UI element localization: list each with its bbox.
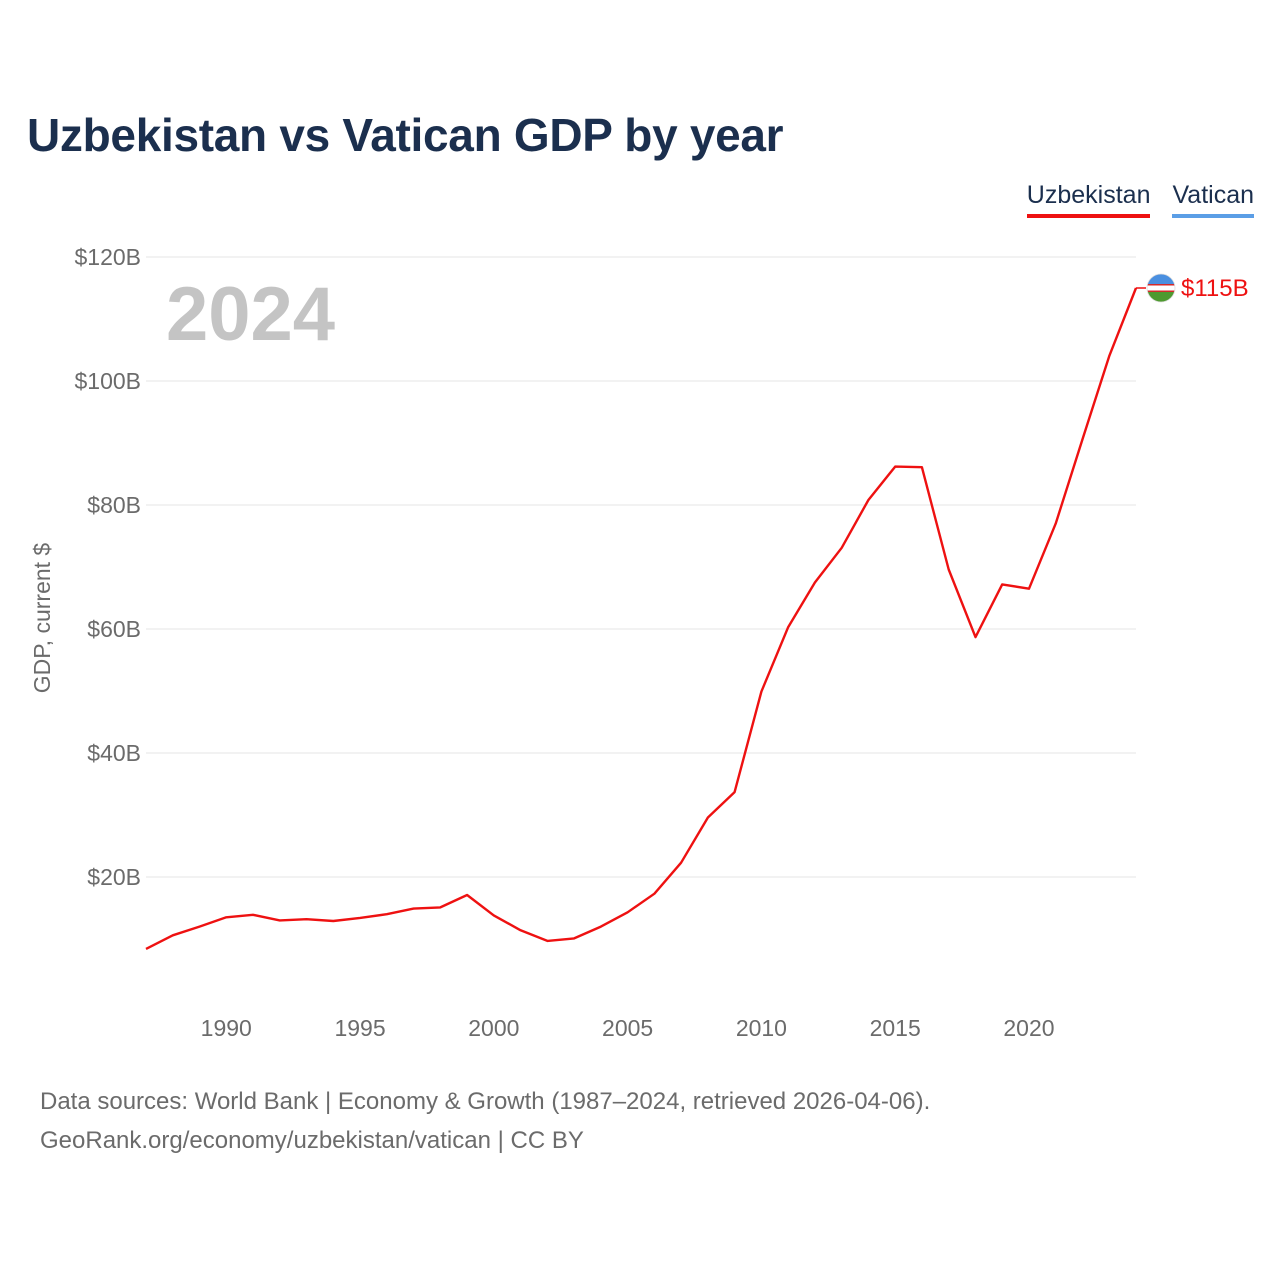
x-tick-label: 2015: [870, 1015, 921, 1041]
data-source-text: Data sources: World Bank | Economy & Gro…: [40, 1088, 931, 1115]
x-axis: 1990 1995 2000 2005 2010 2015 2020: [201, 1015, 1055, 1041]
footer: Data sources: World Bank | Economy & Gro…: [40, 1082, 930, 1160]
x-tick-label: 2010: [736, 1015, 787, 1041]
y-axis-title: GDP, current $: [29, 543, 55, 694]
x-tick-label: 2020: [1003, 1015, 1054, 1041]
x-tick-label: 1990: [201, 1015, 252, 1041]
x-tick-label: 2005: [602, 1015, 653, 1041]
y-tick-label: $120B: [74, 244, 141, 270]
series: [145, 287, 1138, 950]
y-tick-label: $100B: [74, 368, 141, 394]
source-link[interactable]: GeoRank.org/economy/uzbekistan/vatican |…: [40, 1127, 584, 1154]
x-tick-label: 2000: [468, 1015, 519, 1041]
x-tick-label: 1995: [334, 1015, 385, 1041]
end-markers: $115B: [1136, 273, 1249, 303]
uzbekistan-flag-icon: [1146, 273, 1176, 303]
y-tick-label: $40B: [87, 740, 141, 766]
y-tick-label: $20B: [87, 864, 141, 890]
legend-item-uzbekistan[interactable]: Uzbekistan: [1026, 180, 1151, 218]
y-tick-label: $60B: [87, 616, 141, 642]
line-chart: 2024 $20B $40B $60B $80B $100B $120B 1990 1995…: [29, 244, 1249, 1041]
legend: Uzbekistan Vatican: [1026, 180, 1254, 218]
y-tick-label: $80B: [87, 492, 141, 518]
chart-title: Uzbekistan vs Vatican GDP by year: [27, 109, 784, 161]
year-overlay: 2024: [166, 272, 335, 357]
end-value-label: $115B: [1181, 275, 1249, 302]
legend-item-vatican[interactable]: Vatican: [1172, 180, 1254, 218]
series-line-uzbekistan[interactable]: [145, 287, 1138, 950]
y-axis: $20B $40B $60B $80B $100B $120B: [74, 244, 141, 890]
